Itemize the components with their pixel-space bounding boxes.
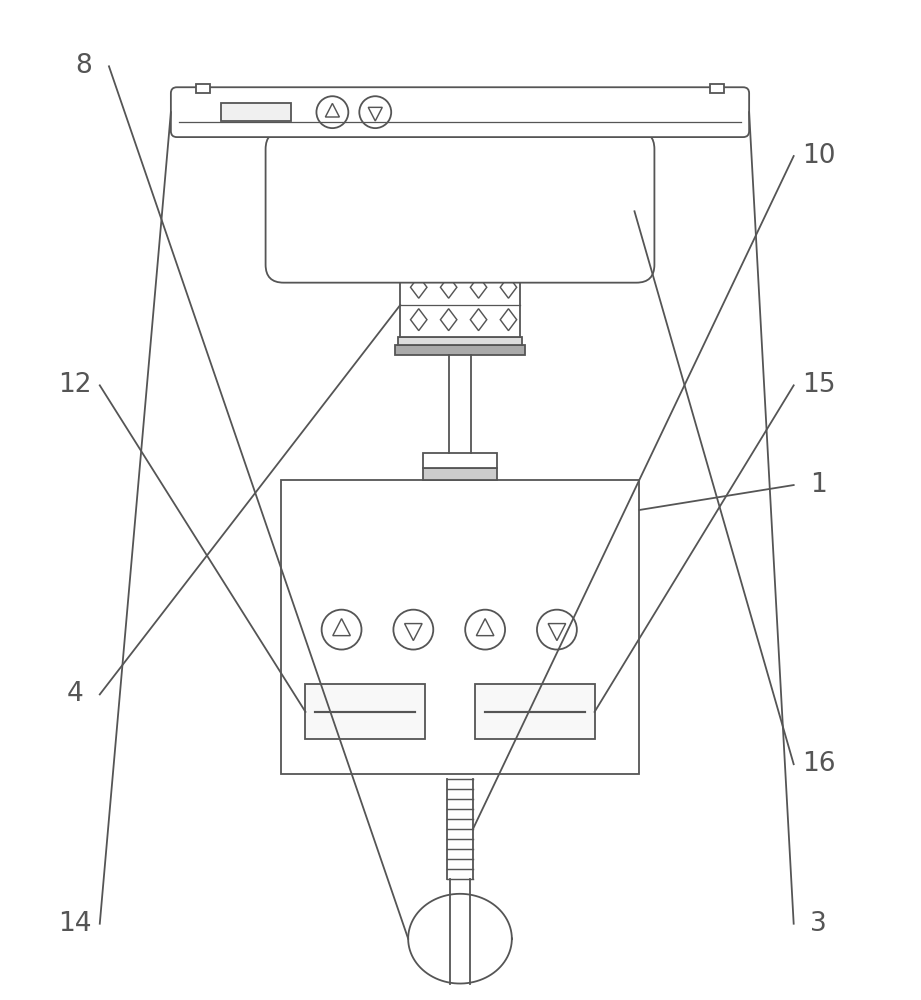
Bar [423, 453, 497, 468]
Text: 16: 16 [802, 751, 835, 777]
Bar [221, 103, 290, 121]
Bar [281, 480, 639, 774]
Circle shape [317, 96, 348, 128]
Bar [398, 337, 522, 345]
Circle shape [537, 610, 577, 650]
Text: 12: 12 [58, 372, 91, 398]
FancyBboxPatch shape [171, 87, 749, 137]
Circle shape [321, 610, 362, 650]
Text: 14: 14 [58, 911, 91, 937]
Circle shape [465, 610, 505, 650]
Bar [401, 273, 519, 337]
Bar [306, 684, 426, 739]
Text: 1: 1 [810, 472, 827, 498]
Bar [423, 468, 497, 480]
Circle shape [393, 610, 433, 650]
Text: 10: 10 [802, 143, 835, 169]
FancyBboxPatch shape [265, 131, 655, 283]
Bar [710, 84, 724, 93]
Bar [475, 684, 595, 739]
Bar [395, 345, 525, 355]
Text: 4: 4 [66, 681, 83, 707]
Text: 3: 3 [810, 911, 827, 937]
Text: 8: 8 [76, 53, 92, 79]
Text: 15: 15 [802, 372, 835, 398]
Circle shape [359, 96, 391, 128]
Bar [196, 84, 210, 93]
